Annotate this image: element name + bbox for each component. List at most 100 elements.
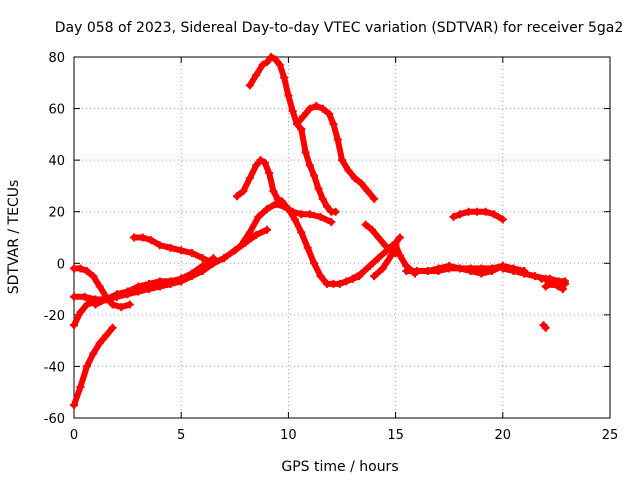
- data-point: [288, 107, 297, 116]
- data-point: [338, 156, 346, 165]
- series-arc-long-decline: [297, 125, 340, 216]
- data-point: [262, 205, 271, 214]
- data-point: [245, 81, 254, 90]
- y-tick-label: 60: [48, 103, 65, 118]
- data-point: [271, 55, 280, 64]
- data-point: [327, 218, 336, 227]
- data-point: [262, 58, 271, 67]
- data-point: [102, 331, 111, 340]
- series-arc-plateau-10: [130, 233, 218, 268]
- data-point: [102, 295, 111, 304]
- data-point: [322, 202, 331, 211]
- data-point: [252, 71, 261, 80]
- x-tick-label: 0: [70, 428, 78, 443]
- data-point: [262, 225, 271, 234]
- data-point: [548, 279, 557, 288]
- data-point: [344, 166, 353, 175]
- data-point: [391, 241, 400, 250]
- data-point: [370, 272, 379, 281]
- data-point: [488, 267, 497, 276]
- data-point: [402, 267, 411, 276]
- data-point: [147, 236, 156, 245]
- data-point: [305, 104, 314, 113]
- data-point: [333, 135, 342, 144]
- series-line: [542, 280, 568, 290]
- data-point: [350, 174, 359, 183]
- series-line: [298, 126, 339, 215]
- data-point: [370, 194, 379, 203]
- series-arc-steep-rise: [70, 323, 117, 410]
- data-point: [455, 210, 464, 219]
- data-point: [310, 259, 319, 268]
- series-arc-late-cluster: [541, 279, 569, 291]
- series-arc-low-start: [70, 254, 218, 330]
- y-tick-label: 80: [48, 51, 65, 66]
- data-point: [239, 187, 248, 196]
- data-point: [177, 246, 186, 255]
- data-point: [316, 212, 325, 221]
- x-tick-label: 15: [387, 428, 404, 443]
- data-point: [187, 269, 196, 278]
- y-axis-label: SDTVAR / TECUs: [6, 180, 22, 295]
- series-arc-morning-rise: [155, 225, 271, 291]
- data-point: [305, 210, 314, 219]
- data-point: [314, 184, 323, 193]
- data-point: [395, 233, 404, 242]
- data-point: [560, 279, 569, 288]
- data-point: [477, 269, 486, 278]
- x-tick-label: 5: [177, 428, 185, 443]
- data-point: [318, 104, 327, 113]
- data-point: [284, 205, 293, 214]
- data-point: [541, 282, 550, 291]
- data-point: [134, 285, 143, 294]
- data-point: [303, 243, 312, 252]
- series-point-isolated: [539, 321, 550, 332]
- x-axis-label: GPS time / hours: [281, 459, 398, 475]
- data-point: [423, 267, 432, 276]
- y-tick-label: 0: [57, 257, 65, 272]
- axis-ticks: 0 5 10 15 20 25 -60 -40 -20 0 20 40 60 80: [44, 51, 619, 443]
- data-point: [130, 233, 139, 242]
- data-point: [123, 287, 132, 296]
- y-tick-label: -60: [44, 412, 65, 427]
- data-point: [348, 274, 357, 283]
- data-point: [301, 148, 310, 157]
- data-point: [177, 274, 186, 283]
- data-point: [275, 60, 284, 69]
- data-point: [95, 339, 104, 348]
- data-point: [498, 215, 507, 224]
- data-point: [252, 161, 261, 170]
- data-point: [82, 300, 91, 309]
- x-tick-label: 20: [495, 428, 512, 443]
- data-point: [271, 199, 280, 208]
- series-arc-bump-20: [449, 207, 507, 224]
- data-point: [76, 383, 85, 392]
- series-line: [246, 54, 305, 133]
- data-point: [269, 187, 278, 196]
- data-point: [70, 292, 78, 301]
- y-tick-label: -40: [44, 360, 65, 375]
- data-point: [138, 233, 147, 242]
- series-line: [131, 234, 217, 267]
- data-point: [254, 212, 263, 221]
- data-point: [95, 282, 104, 291]
- data-point: [267, 53, 276, 61]
- data-point: [395, 251, 404, 260]
- data-point: [80, 292, 89, 301]
- data-point: [230, 246, 239, 255]
- data-point: [520, 269, 529, 278]
- data-point: [541, 323, 550, 332]
- data-point: [455, 264, 464, 273]
- data-point: [449, 212, 458, 221]
- data-point: [237, 241, 246, 250]
- data-point: [220, 254, 229, 263]
- data-point: [312, 101, 321, 110]
- data-point: [365, 261, 374, 270]
- data-point: [145, 282, 154, 291]
- data-point: [545, 274, 554, 283]
- data-point: [155, 241, 164, 250]
- data-point: [198, 254, 207, 263]
- data-point: [464, 207, 473, 216]
- data-point: [357, 269, 366, 278]
